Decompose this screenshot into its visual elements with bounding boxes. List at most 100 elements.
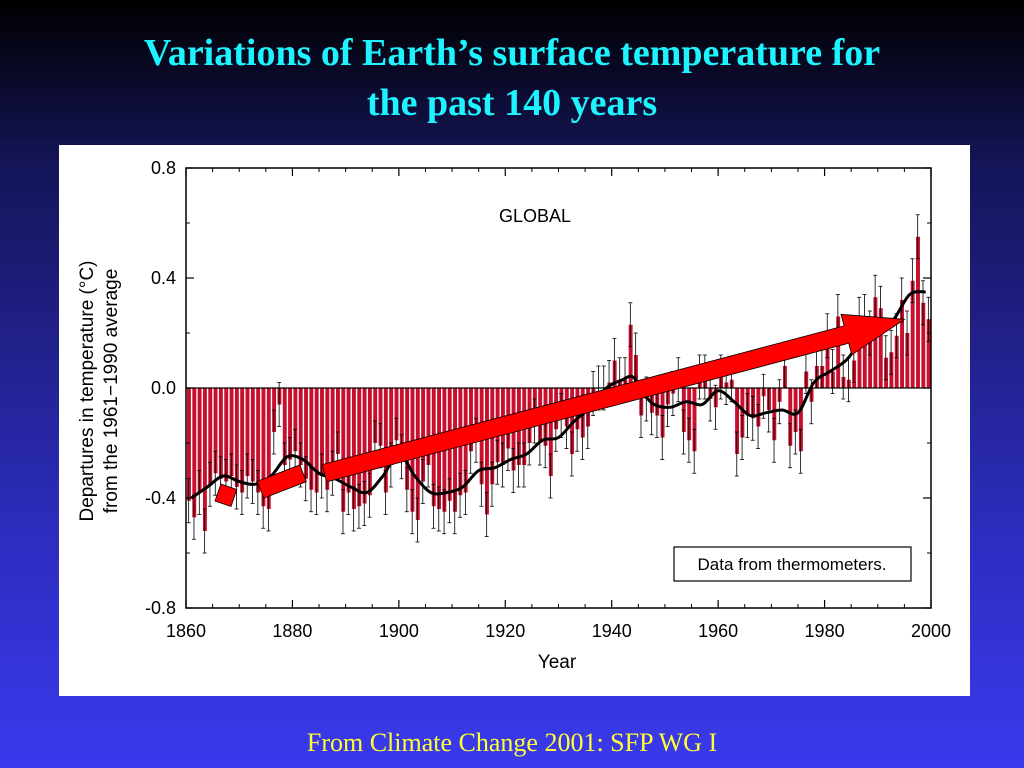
bar-1899 — [389, 388, 394, 465]
bar-1983 — [836, 316, 841, 388]
bar-1998 — [916, 236, 920, 388]
bar-1944 — [628, 324, 633, 388]
bar-1871 — [240, 388, 245, 493]
y-tick-label-4: -0.8 — [145, 598, 176, 618]
bar-1965 — [740, 388, 745, 438]
bar-1905 — [421, 388, 426, 482]
bar-1862 — [192, 388, 197, 518]
x-tick-label-1940: 1940 — [592, 621, 632, 641]
bar-1974 — [788, 388, 793, 446]
bar-1898 — [383, 388, 388, 493]
bar-1906 — [426, 388, 431, 465]
annotation-box — [673, 546, 912, 582]
smoothed-trend-line — [190, 290, 926, 500]
bar-1955 — [687, 388, 692, 441]
bar-1971 — [772, 388, 777, 441]
bar-1889 — [336, 388, 340, 454]
y-axis-label-line-1: Departures in temperature (°C) — [77, 260, 98, 521]
bar-1885 — [314, 388, 319, 493]
bar-1987 — [857, 319, 862, 388]
slide-title: Variations of Earth’s surface temperatur… — [0, 28, 1024, 128]
bar-1956 — [692, 388, 697, 452]
bar-1895 — [367, 388, 372, 496]
bar-1914 — [469, 388, 473, 452]
bar-1915 — [474, 388, 479, 441]
bar-1881 — [293, 388, 298, 452]
bar-1950 — [660, 388, 665, 438]
temperature-chart: 1860 1880 1900 1920 1940 1960 1980 2000 0.8 0.4 0.… — [77, 158, 951, 673]
bar-1991 — [878, 308, 883, 388]
x-axis-label: Year — [538, 652, 577, 673]
bar-1901 — [399, 388, 404, 457]
bar-1891 — [346, 388, 351, 493]
bar-1863 — [197, 388, 202, 493]
annotation-text: Data from thermometers. — [698, 555, 887, 574]
bar-1994 — [894, 335, 899, 388]
y-tick-label-0: 0.8 — [151, 158, 176, 178]
bar-1989 — [868, 333, 873, 388]
x-tick-label-1980: 1980 — [805, 621, 845, 641]
bar-1897 — [378, 388, 383, 446]
x-tick-label-2000: 2000 — [911, 621, 951, 641]
title-line-1: Variations of Earth’s surface temperatur… — [143, 32, 881, 74]
bar-1867 — [218, 388, 223, 479]
bar-1893 — [357, 388, 362, 507]
bar-1880 — [288, 388, 293, 460]
bar-1883 — [304, 388, 308, 479]
bar-1875 — [261, 388, 266, 507]
x-tick-label-1900: 1900 — [379, 621, 419, 641]
bar-1874 — [256, 388, 261, 493]
bar-1892 — [351, 388, 356, 509]
bar-2000 — [926, 319, 931, 388]
bar-1900 — [394, 388, 399, 441]
bar-1911 — [453, 388, 457, 512]
bar-1933 — [570, 388, 575, 454]
y-axis-label-line-2: from the 1961−1990 average — [101, 269, 122, 514]
bar-1872 — [245, 388, 250, 476]
bar-1997 — [910, 280, 915, 388]
y-tick-label-3: -0.4 — [145, 488, 176, 508]
source-caption: From Climate Change 2001: SFP WG I — [306, 728, 718, 757]
bar-1884 — [309, 388, 314, 490]
bar-1876 — [266, 388, 271, 509]
chart-panel: 1860 1880 1900 1920 1940 1960 1980 2000 0.8 0.4 0.… — [59, 145, 970, 696]
title-line-2: the past 140 years — [366, 82, 658, 124]
bar-1887 — [325, 388, 330, 490]
bar-1886 — [320, 388, 324, 476]
bar-1866 — [213, 388, 218, 474]
bar-1964 — [735, 388, 740, 454]
bar-1996 — [905, 333, 910, 388]
bar-1981 — [825, 335, 830, 388]
bar-1902 — [405, 388, 410, 490]
bar-1976 — [798, 388, 803, 452]
bar-1868 — [224, 388, 229, 482]
bar-1995 — [900, 300, 904, 388]
bar-1865 — [208, 388, 213, 485]
bar-1869 — [229, 388, 234, 476]
bar-1870 — [234, 388, 239, 487]
bar-1896 — [373, 388, 378, 443]
bar-1988 — [862, 316, 867, 388]
bar-1864 — [202, 388, 207, 531]
trend-arrow-head-segment — [321, 313, 906, 483]
x-tick-label-1920: 1920 — [485, 621, 525, 641]
y-tick-label-1: 0.4 — [151, 268, 176, 288]
chart-title: GLOBAL — [499, 206, 571, 226]
bar-1990 — [873, 297, 878, 388]
y-tick-label-2: 0.0 — [151, 378, 176, 398]
bar-1890 — [341, 388, 346, 512]
bar-1861 — [187, 388, 191, 501]
bar-1894 — [362, 388, 367, 504]
x-tick-label-1880: 1880 — [272, 621, 312, 641]
bar-1917 — [485, 388, 489, 515]
bar-1882 — [298, 388, 303, 465]
bar-1929 — [548, 388, 553, 476]
bar-1999 — [921, 302, 926, 388]
bar-1888 — [330, 388, 335, 474]
x-tick-label-1860: 1860 — [166, 621, 206, 641]
bar-1873 — [250, 388, 255, 482]
bar-1879 — [282, 388, 287, 465]
trend-arrow-segment-1 — [214, 483, 238, 508]
trend-arrow-segment-2 — [256, 464, 307, 499]
x-tick-label-1960: 1960 — [698, 621, 738, 641]
